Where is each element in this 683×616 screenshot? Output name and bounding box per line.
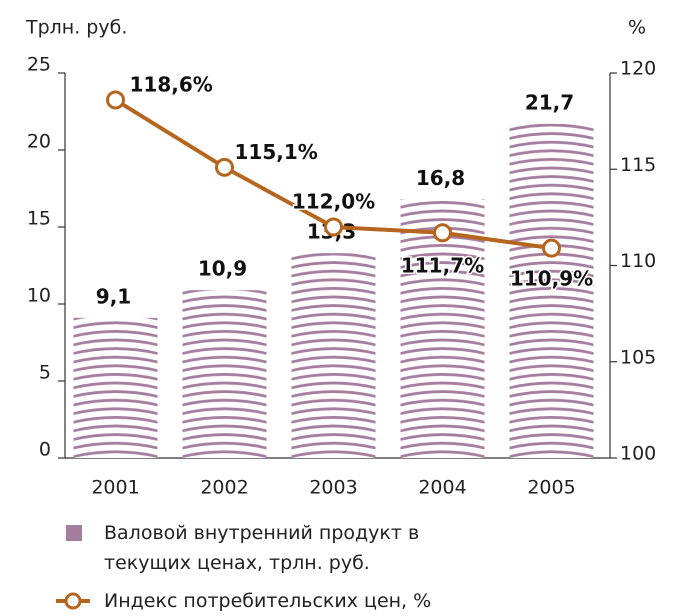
bar <box>182 290 267 458</box>
line-value-label: 112,0% <box>292 190 375 214</box>
y-axis-title: Трлн. руб. <box>25 17 127 39</box>
bar-value-label: 10,9 <box>198 257 247 281</box>
y2-tick-label: 105 <box>620 346 656 368</box>
y-tick-label: 15 <box>27 208 51 230</box>
line-value-label: 111,7% <box>401 253 484 277</box>
y-tick-label: 25 <box>27 54 51 76</box>
bar-value-label: 16,8 <box>416 166 465 190</box>
x-tick-label: 2001 <box>91 477 139 499</box>
line-marker <box>215 157 234 177</box>
x-tick-label: 2004 <box>418 477 466 499</box>
line-marker <box>324 217 343 237</box>
y2-tick-label: 120 <box>620 58 656 80</box>
x-tick-label: 2005 <box>527 477 575 499</box>
x-tick-label: 2002 <box>200 477 248 499</box>
bar-value-label: 21,7 <box>525 90 574 114</box>
line-marker <box>542 238 561 258</box>
line-value-label: 110,9% <box>510 267 593 291</box>
x-tick-label: 2003 <box>309 477 357 499</box>
bar <box>509 123 594 458</box>
y2-tick-label: 100 <box>620 443 656 465</box>
y-tick-label: 10 <box>27 285 51 307</box>
y-tick-label: 20 <box>27 131 51 153</box>
bar-value-label: 9,1 <box>96 284 131 308</box>
y2-axis-title: % <box>628 17 646 39</box>
bar <box>291 253 376 458</box>
line-value-label: 115,1% <box>235 140 318 164</box>
bar <box>73 317 158 458</box>
y2-tick-label: 115 <box>620 154 656 176</box>
legend-swatch <box>66 525 82 541</box>
y-tick-label: 0 <box>39 439 51 461</box>
legend-label: Валовой внутренний продукт в текущих цен… <box>104 522 420 574</box>
legend-label: Индекс потребительских цен, % <box>104 590 432 612</box>
legend-marker <box>64 592 82 610</box>
line-marker <box>433 223 452 243</box>
y2-tick-label: 110 <box>620 250 656 272</box>
y-tick-label: 5 <box>39 362 51 384</box>
line-value-label: 118,6% <box>130 72 213 96</box>
line-marker <box>106 90 125 110</box>
bar <box>400 199 485 458</box>
